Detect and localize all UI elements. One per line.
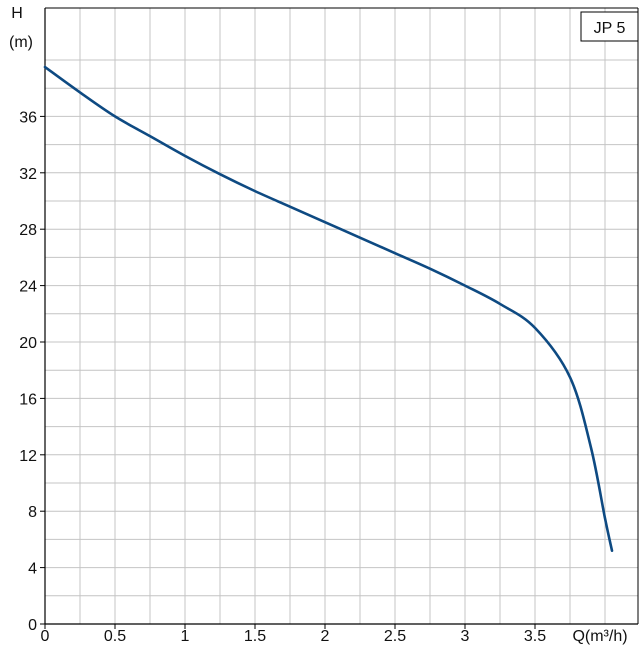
y-axis-unit: (m) <box>9 34 33 51</box>
x-tick-label: 1 <box>181 628 190 645</box>
series-line <box>43 65 614 552</box>
y-tick-label: 36 <box>19 109 37 126</box>
x-tick-label: 3.5 <box>524 628 546 645</box>
x-tick-label: 2.5 <box>384 628 406 645</box>
legend-label: JP 5 <box>594 20 626 37</box>
y-tick-label: 4 <box>28 561 37 578</box>
y-axis-title: H <box>11 5 23 22</box>
y-tick-label: 24 <box>19 279 37 296</box>
y-tick-label: 16 <box>19 391 37 408</box>
grid-layer <box>45 8 638 624</box>
y-tick-label: 28 <box>19 222 37 239</box>
y-tick-label: 0 <box>28 617 37 634</box>
axis-layer <box>40 7 639 629</box>
x-tick-label: 1.5 <box>244 628 266 645</box>
y-tick-label: 32 <box>19 166 37 183</box>
y-tick-label: 8 <box>28 504 37 521</box>
x-tick-label: 0.5 <box>104 628 126 645</box>
x-axis-title: Q(m³/h) <box>572 628 627 645</box>
legend-box: JP 5 <box>580 11 639 42</box>
x-tick-label: 3 <box>461 628 470 645</box>
label-layer: 0 0.5 1 1.5 2 2.5 3 3.5 0 4 8 12 16 20 24 28 32 36 <box>19 109 546 645</box>
x-tick-label: 2 <box>321 628 330 645</box>
y-tick-label: 20 <box>19 335 37 352</box>
x-tick-label: 0 <box>41 628 50 645</box>
y-tick-label: 12 <box>19 448 37 465</box>
series-layer <box>43 65 614 552</box>
legend-frame <box>580 11 639 42</box>
